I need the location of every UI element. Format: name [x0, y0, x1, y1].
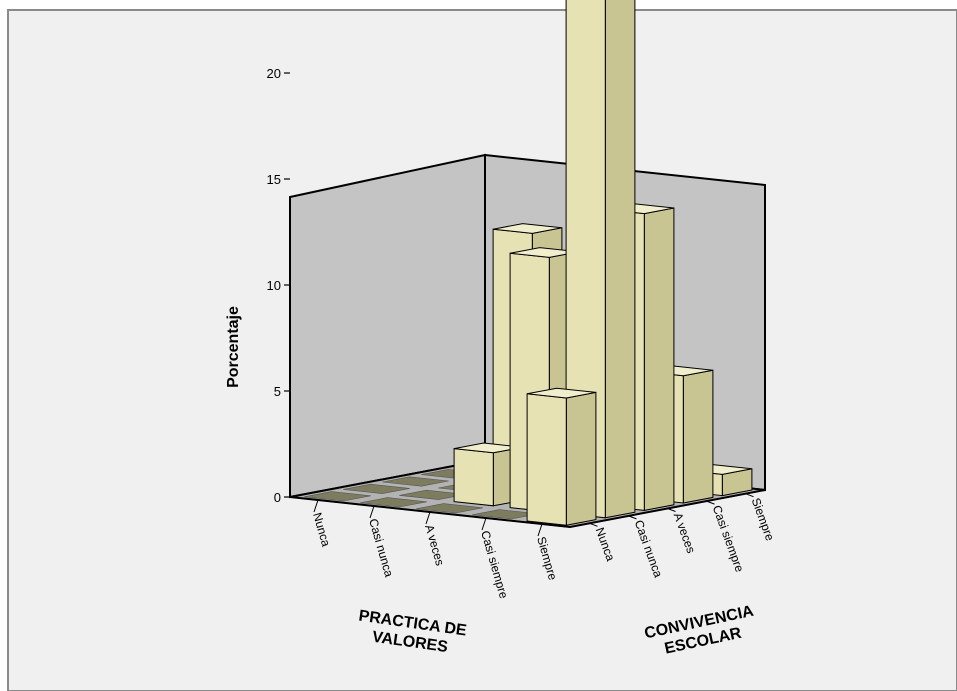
- bar-side: [643, 207, 675, 512]
- z-tick: [667, 508, 676, 512]
- y-tick-label: 0: [274, 490, 281, 505]
- y-tick-label: 5: [274, 384, 281, 399]
- y-ticks: 0510152025: [267, 66, 290, 505]
- z-tick: [628, 515, 637, 520]
- y-tick-label: 20: [267, 66, 281, 81]
- floor-cell: [382, 476, 449, 487]
- bar-front: [453, 448, 494, 507]
- x-tick: [537, 523, 543, 537]
- z-tick: [589, 522, 598, 527]
- x-tick: [313, 499, 319, 513]
- x-tick: [369, 505, 375, 519]
- bar-side: [682, 369, 714, 504]
- bar-side: [604, 0, 636, 519]
- x-axis-front-edge: [289, 496, 571, 528]
- left-wall: [289, 153, 486, 499]
- x-tick: [425, 511, 431, 525]
- floor-cell: [416, 503, 483, 514]
- bar-front: [526, 393, 567, 526]
- y-axis-title: Porcentaje: [225, 306, 242, 388]
- floor-cell: [360, 497, 427, 508]
- z-tick: [706, 500, 715, 505]
- bar-top: [527, 387, 596, 399]
- z-tick: [745, 493, 754, 498]
- bar-side: [565, 391, 597, 526]
- bar-top: [493, 223, 562, 234]
- bar: [526, 387, 597, 526]
- floor-cell: [343, 483, 410, 494]
- bar: [565, 0, 636, 519]
- floor-cell: [304, 491, 371, 502]
- y-tick-label: 10: [267, 278, 281, 293]
- bars-group: [453, 0, 753, 526]
- x-tick: [481, 517, 487, 531]
- y-tick-label: 15: [267, 172, 281, 187]
